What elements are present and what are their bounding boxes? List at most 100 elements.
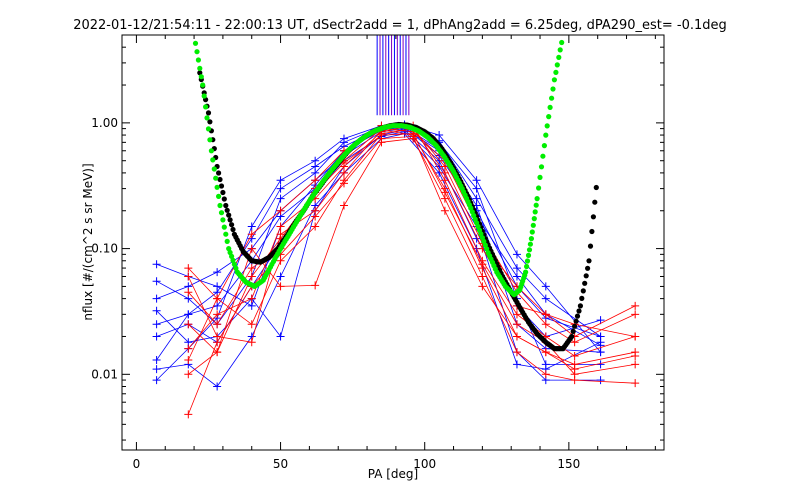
fit-curve-point	[573, 318, 579, 324]
fit-curve-point	[210, 157, 216, 163]
fit-curve-point	[577, 303, 584, 309]
fit-curve-point	[543, 132, 549, 138]
data-point-marker	[472, 194, 481, 203]
fit-curve-point	[218, 210, 225, 216]
data-point-marker	[152, 277, 161, 286]
data-point-marker	[631, 379, 640, 388]
fit-curve-point	[576, 308, 582, 314]
data-point-marker	[339, 134, 348, 143]
data-point-marker	[440, 176, 449, 185]
fit-curve-point	[524, 258, 531, 264]
fit-curve-point	[230, 226, 236, 233]
data-point-marker	[152, 365, 161, 374]
data-point-marker	[631, 351, 640, 360]
data-point-marker	[512, 264, 521, 273]
fit-curve-point	[529, 229, 535, 235]
fit-curve-point	[528, 236, 535, 242]
data-point-marker	[152, 355, 161, 364]
fit-curve-point	[231, 261, 237, 267]
fit-curve-point	[553, 69, 559, 75]
fit-curve-point	[220, 189, 226, 196]
data-point-marker	[311, 222, 320, 231]
data-point-marker	[276, 194, 285, 203]
fit-curve-point	[214, 184, 220, 190]
x-tick-label: 0	[133, 457, 141, 471]
fit-curve-point	[583, 273, 589, 279]
fit-curve-point	[534, 196, 540, 202]
data-point-marker	[478, 282, 487, 291]
data-point-marker	[472, 176, 481, 185]
fit-curve-point	[544, 123, 550, 129]
series-red-16-line	[187, 135, 636, 415]
series-blue-4-line	[156, 126, 601, 353]
fit-curve-point	[203, 104, 209, 110]
data-point-marker	[152, 306, 161, 315]
fit-curve-point	[557, 47, 563, 53]
fit-curve-point	[198, 74, 204, 80]
fit-curve-point	[208, 148, 214, 154]
data-point-marker	[541, 370, 550, 379]
series-blue-3-line	[156, 129, 601, 343]
series-red-12-line	[188, 138, 636, 384]
fit-curve-point	[549, 95, 555, 101]
data-point-marker	[276, 176, 285, 185]
data-point-marker	[339, 179, 348, 188]
fit-curve-point	[554, 62, 560, 68]
data-point-marker	[213, 310, 222, 319]
data-point-marker	[472, 234, 481, 243]
fit-curve-point	[221, 196, 227, 202]
data-point-marker	[184, 310, 193, 319]
data-point-marker	[276, 332, 285, 341]
data-point-marker	[311, 212, 320, 221]
fit-curve-point	[541, 143, 548, 149]
data-point-marker	[311, 176, 320, 185]
fit-curve-point	[192, 40, 199, 46]
data-point-marker	[472, 184, 481, 193]
fit-curve-point	[204, 115, 210, 121]
fit-curve-point	[547, 104, 553, 110]
data-point-marker	[512, 272, 521, 281]
fit-curve-point	[533, 202, 539, 208]
fit-curve-point	[226, 246, 232, 252]
fit-curve-point	[216, 193, 222, 199]
vline-layer	[376, 35, 410, 116]
x-axis-label: PA [deg]	[368, 467, 418, 481]
chart-title: 2022-01-12/21:54:11 - 22:00:13 UT, dSect…	[73, 18, 727, 33]
data-point-marker	[276, 184, 285, 193]
fit-curve-point	[213, 175, 219, 181]
fit-curve-point	[556, 54, 562, 61]
data-point-marker	[184, 288, 193, 297]
x-tick-label: 150	[557, 457, 580, 471]
data-point-marker	[247, 272, 256, 281]
fit-curve-point	[205, 110, 212, 116]
data-point-marker	[311, 156, 320, 165]
series-blue-2-line	[156, 128, 601, 346]
data-point-marker	[596, 316, 605, 325]
fit-curve-point	[230, 257, 236, 263]
data-point-marker	[213, 301, 222, 310]
series-red-11-line	[188, 128, 636, 343]
data-point-marker	[512, 332, 521, 341]
data-point-marker	[184, 320, 193, 329]
fit-curve-point	[221, 224, 227, 230]
data-point-marker	[377, 134, 386, 143]
data-point-marker	[247, 301, 256, 310]
data-point-marker	[247, 338, 256, 347]
fit-curve-point	[224, 207, 230, 213]
fit-curve-point	[570, 328, 576, 334]
data-point-marker	[631, 301, 640, 310]
x-tick-label: 100	[413, 457, 436, 471]
data-point-marker	[152, 294, 161, 303]
fit-curve-black	[197, 70, 599, 352]
data-point-marker	[247, 222, 256, 231]
data-point-marker	[339, 201, 348, 210]
fit-curve-point	[197, 70, 203, 76]
data-point-marker	[478, 272, 487, 281]
data-point-marker	[276, 206, 285, 215]
y-axis-label: nflux [#/(cm^2 s sr MeV)]	[81, 163, 95, 320]
fit-curve-point	[580, 288, 586, 294]
x-tick-label: 50	[273, 457, 288, 471]
series-red-9-line	[188, 128, 636, 337]
data-point-marker	[276, 282, 285, 291]
